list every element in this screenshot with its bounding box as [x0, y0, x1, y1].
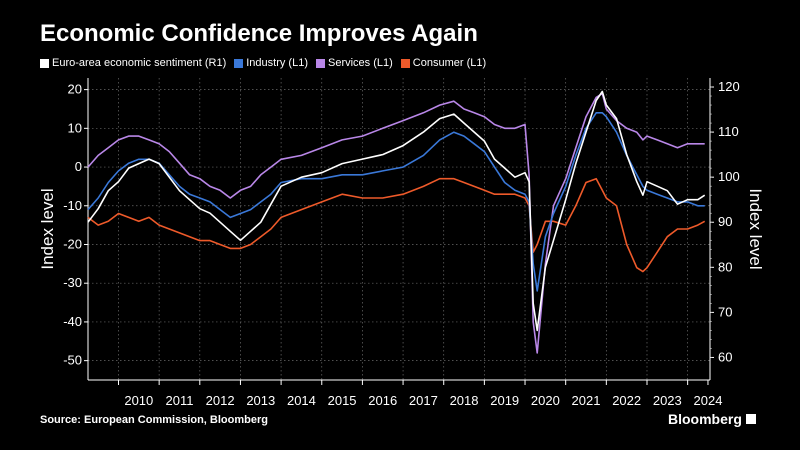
source-note: Source: European Commission, Bloomberg	[40, 414, 268, 426]
x-tick-label: 2016	[368, 393, 397, 408]
legend-label: Consumer (L1)	[412, 57, 487, 69]
x-tick-label: 2018	[450, 393, 479, 408]
left-tick-label: -10	[63, 198, 82, 213]
x-tick-label: 2024	[694, 393, 723, 408]
sentiment-series-line	[87, 90, 706, 332]
legend-label: Services (L1)	[328, 57, 393, 69]
legend-item-industry: Industry (L1)	[234, 57, 308, 69]
industry-series-line	[87, 112, 705, 292]
legend-swatch	[40, 58, 49, 68]
x-tick-label: 2014	[287, 393, 316, 408]
right-tick-label: 120	[718, 79, 740, 94]
brand-name: Bloomberg	[668, 411, 742, 427]
left-axis-title: Index level	[38, 188, 57, 269]
legend-label: Euro-area economic sentiment (R1)	[52, 57, 227, 69]
left-tick-label: -50	[63, 353, 82, 368]
legend-swatch	[400, 58, 410, 68]
legend-item-services: Services (L1)	[316, 57, 393, 69]
left-tick-label: 10	[68, 120, 82, 135]
right-tick-label: 80	[718, 259, 732, 274]
right-tick-label: 110	[718, 124, 739, 139]
x-tick-label: 2012	[206, 393, 235, 408]
legend-swatch	[234, 58, 244, 68]
x-tick-label: 2015	[328, 393, 357, 408]
chart-title: Economic Confidence Improves Again	[40, 20, 478, 47]
right-tick-label: 70	[718, 304, 732, 319]
x-tick-label: 2019	[490, 393, 519, 408]
x-tick-label: 2022	[612, 393, 641, 408]
services-series-line	[87, 92, 705, 354]
right-tick-label: 60	[718, 349, 732, 364]
right-tick-label: 90	[718, 214, 732, 229]
left-tick-label: -40	[63, 314, 82, 329]
brand-logo: Bloomberg	[668, 411, 756, 427]
x-tick-label: 2017	[409, 393, 438, 408]
bloomberg-logo-icon	[745, 414, 756, 424]
x-tick-label: 2021	[572, 393, 601, 408]
left-tick-label: 0	[75, 159, 82, 174]
x-tick-label: 2020	[531, 393, 560, 408]
x-tick-label: 2010	[124, 393, 153, 408]
legend-item-consumer: Consumer (L1)	[400, 57, 487, 69]
x-tick-label: 2023	[653, 393, 682, 408]
legend: Euro-area economic sentiment (R1) Indust…	[40, 57, 486, 69]
consumer-series-line	[87, 177, 706, 273]
x-tick-label: 2013	[246, 393, 275, 408]
legend-label: Industry (L1)	[246, 57, 308, 69]
right-axis-title: Index level	[746, 188, 765, 269]
right-tick-label: 100	[718, 169, 740, 184]
left-tick-label: -20	[63, 236, 82, 251]
left-tick-label: -30	[63, 275, 82, 290]
legend-item-sentiment: Euro-area economic sentiment (R1)	[40, 57, 226, 69]
x-tick-label: 2011	[165, 393, 193, 408]
legend-swatch	[316, 58, 325, 68]
left-tick-label: 20	[68, 82, 82, 97]
